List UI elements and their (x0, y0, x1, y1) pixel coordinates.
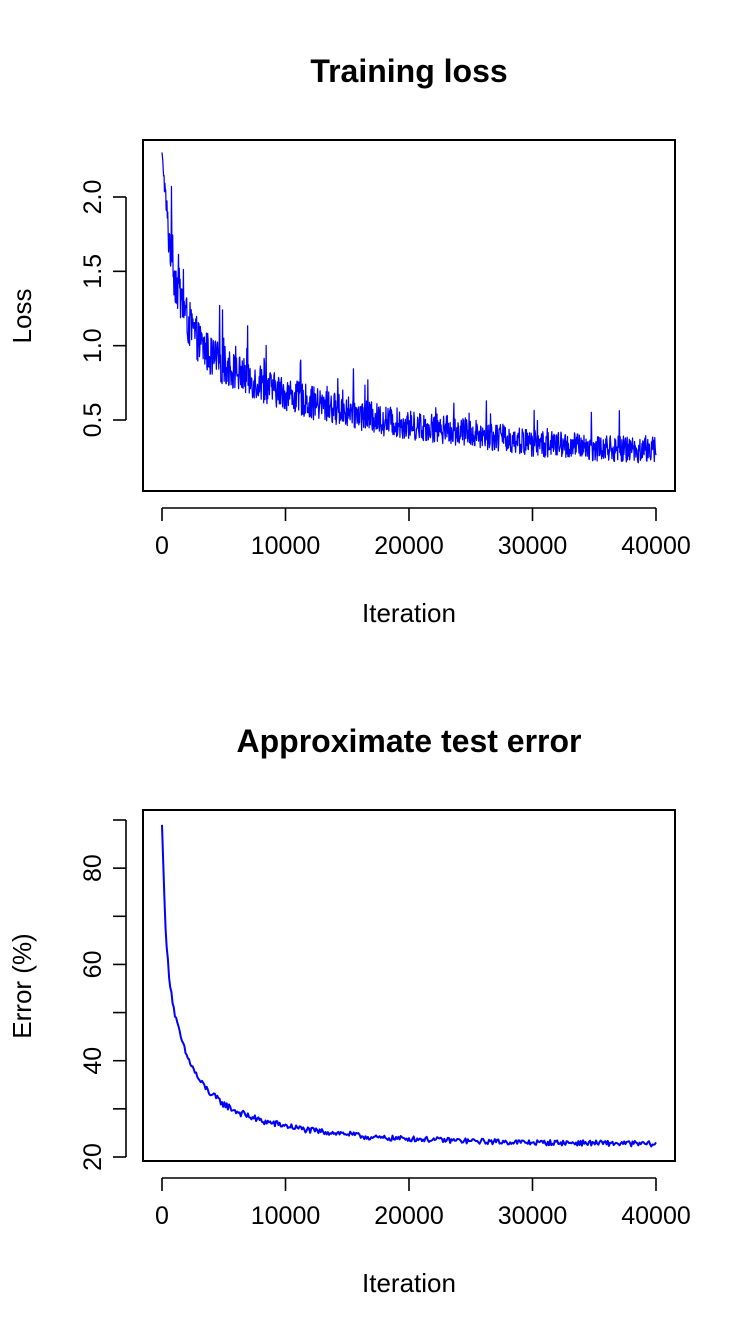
x-tick-label: 20000 (374, 1202, 444, 1230)
x-axis: 0 10000 20000 30000 40000 (155, 507, 691, 560)
x-tick-label: 30000 (498, 532, 568, 560)
series-line (161, 152, 657, 464)
x-tick-label: 10000 (251, 1202, 321, 1230)
y-axis: 0.5 1.0 1.5 2.0 (79, 180, 127, 438)
y-tick-label: 1.0 (79, 328, 107, 363)
y-tick-label: 80 (79, 854, 107, 882)
y-tick-label: 60 (79, 951, 107, 979)
x-tick-label: 30000 (498, 1202, 568, 1230)
plot-frame (142, 809, 676, 1162)
x-axis-label: Iteration (362, 1268, 456, 1298)
y-tick-label: 40 (79, 1047, 107, 1075)
y-axis-label: Error (%) (7, 933, 37, 1038)
x-tick-label: 0 (155, 532, 169, 560)
chart-title: Training loss (310, 53, 507, 89)
x-tick-label: 40000 (621, 1202, 691, 1230)
y-tick-label: 1.5 (79, 254, 107, 289)
plot-area: 0 10000 20000 30000 40000 0.5 1.0 1.5 2.0 (79, 152, 691, 560)
y-tick-label: 0.5 (79, 403, 107, 438)
x-tick-label: 20000 (374, 532, 444, 560)
plot-frame (142, 139, 676, 492)
test-error-panel: Approximate test error Error (%) Iterati… (7, 723, 691, 1298)
y-tick-label: 2.0 (79, 180, 107, 215)
x-tick-label: 40000 (621, 532, 691, 560)
x-axis: 0 10000 20000 30000 40000 (155, 1177, 691, 1230)
x-tick-label: 10000 (251, 532, 321, 560)
x-axis-label: Iteration (362, 598, 456, 628)
plot-area: 0 10000 20000 30000 40000 20 40 60 80 (79, 819, 691, 1230)
x-tick-label: 0 (155, 1202, 169, 1230)
y-axis: 20 40 60 80 (79, 819, 127, 1171)
chart-title: Approximate test error (237, 723, 582, 759)
y-tick-label: 20 (79, 1143, 107, 1171)
training-loss-panel: Training loss Loss Iteration 0 10000 20000… (7, 53, 691, 628)
series-line (161, 824, 657, 1148)
y-axis-label: Loss (7, 289, 37, 344)
